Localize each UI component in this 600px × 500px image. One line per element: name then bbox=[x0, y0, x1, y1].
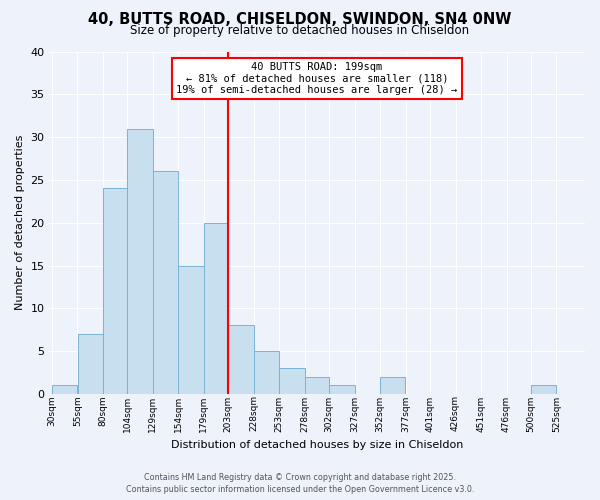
Text: Contains HM Land Registry data © Crown copyright and database right 2025.
Contai: Contains HM Land Registry data © Crown c… bbox=[126, 473, 474, 494]
Bar bbox=[380, 377, 406, 394]
X-axis label: Distribution of detached houses by size in Chiseldon: Distribution of detached houses by size … bbox=[171, 440, 463, 450]
Bar bbox=[178, 266, 203, 394]
Bar bbox=[77, 334, 103, 394]
Bar bbox=[305, 377, 329, 394]
Bar bbox=[531, 386, 556, 394]
Bar bbox=[204, 222, 228, 394]
Bar bbox=[153, 172, 178, 394]
Bar bbox=[103, 188, 127, 394]
Bar bbox=[254, 351, 279, 394]
Bar bbox=[280, 368, 305, 394]
Bar bbox=[229, 326, 254, 394]
Bar bbox=[329, 386, 355, 394]
Text: 40 BUTTS ROAD: 199sqm
← 81% of detached houses are smaller (118)
19% of semi-det: 40 BUTTS ROAD: 199sqm ← 81% of detached … bbox=[176, 62, 458, 95]
Bar bbox=[52, 386, 77, 394]
Bar bbox=[127, 128, 152, 394]
Text: Size of property relative to detached houses in Chiseldon: Size of property relative to detached ho… bbox=[130, 24, 470, 37]
Y-axis label: Number of detached properties: Number of detached properties bbox=[15, 135, 25, 310]
Text: 40, BUTTS ROAD, CHISELDON, SWINDON, SN4 0NW: 40, BUTTS ROAD, CHISELDON, SWINDON, SN4 … bbox=[88, 12, 512, 28]
